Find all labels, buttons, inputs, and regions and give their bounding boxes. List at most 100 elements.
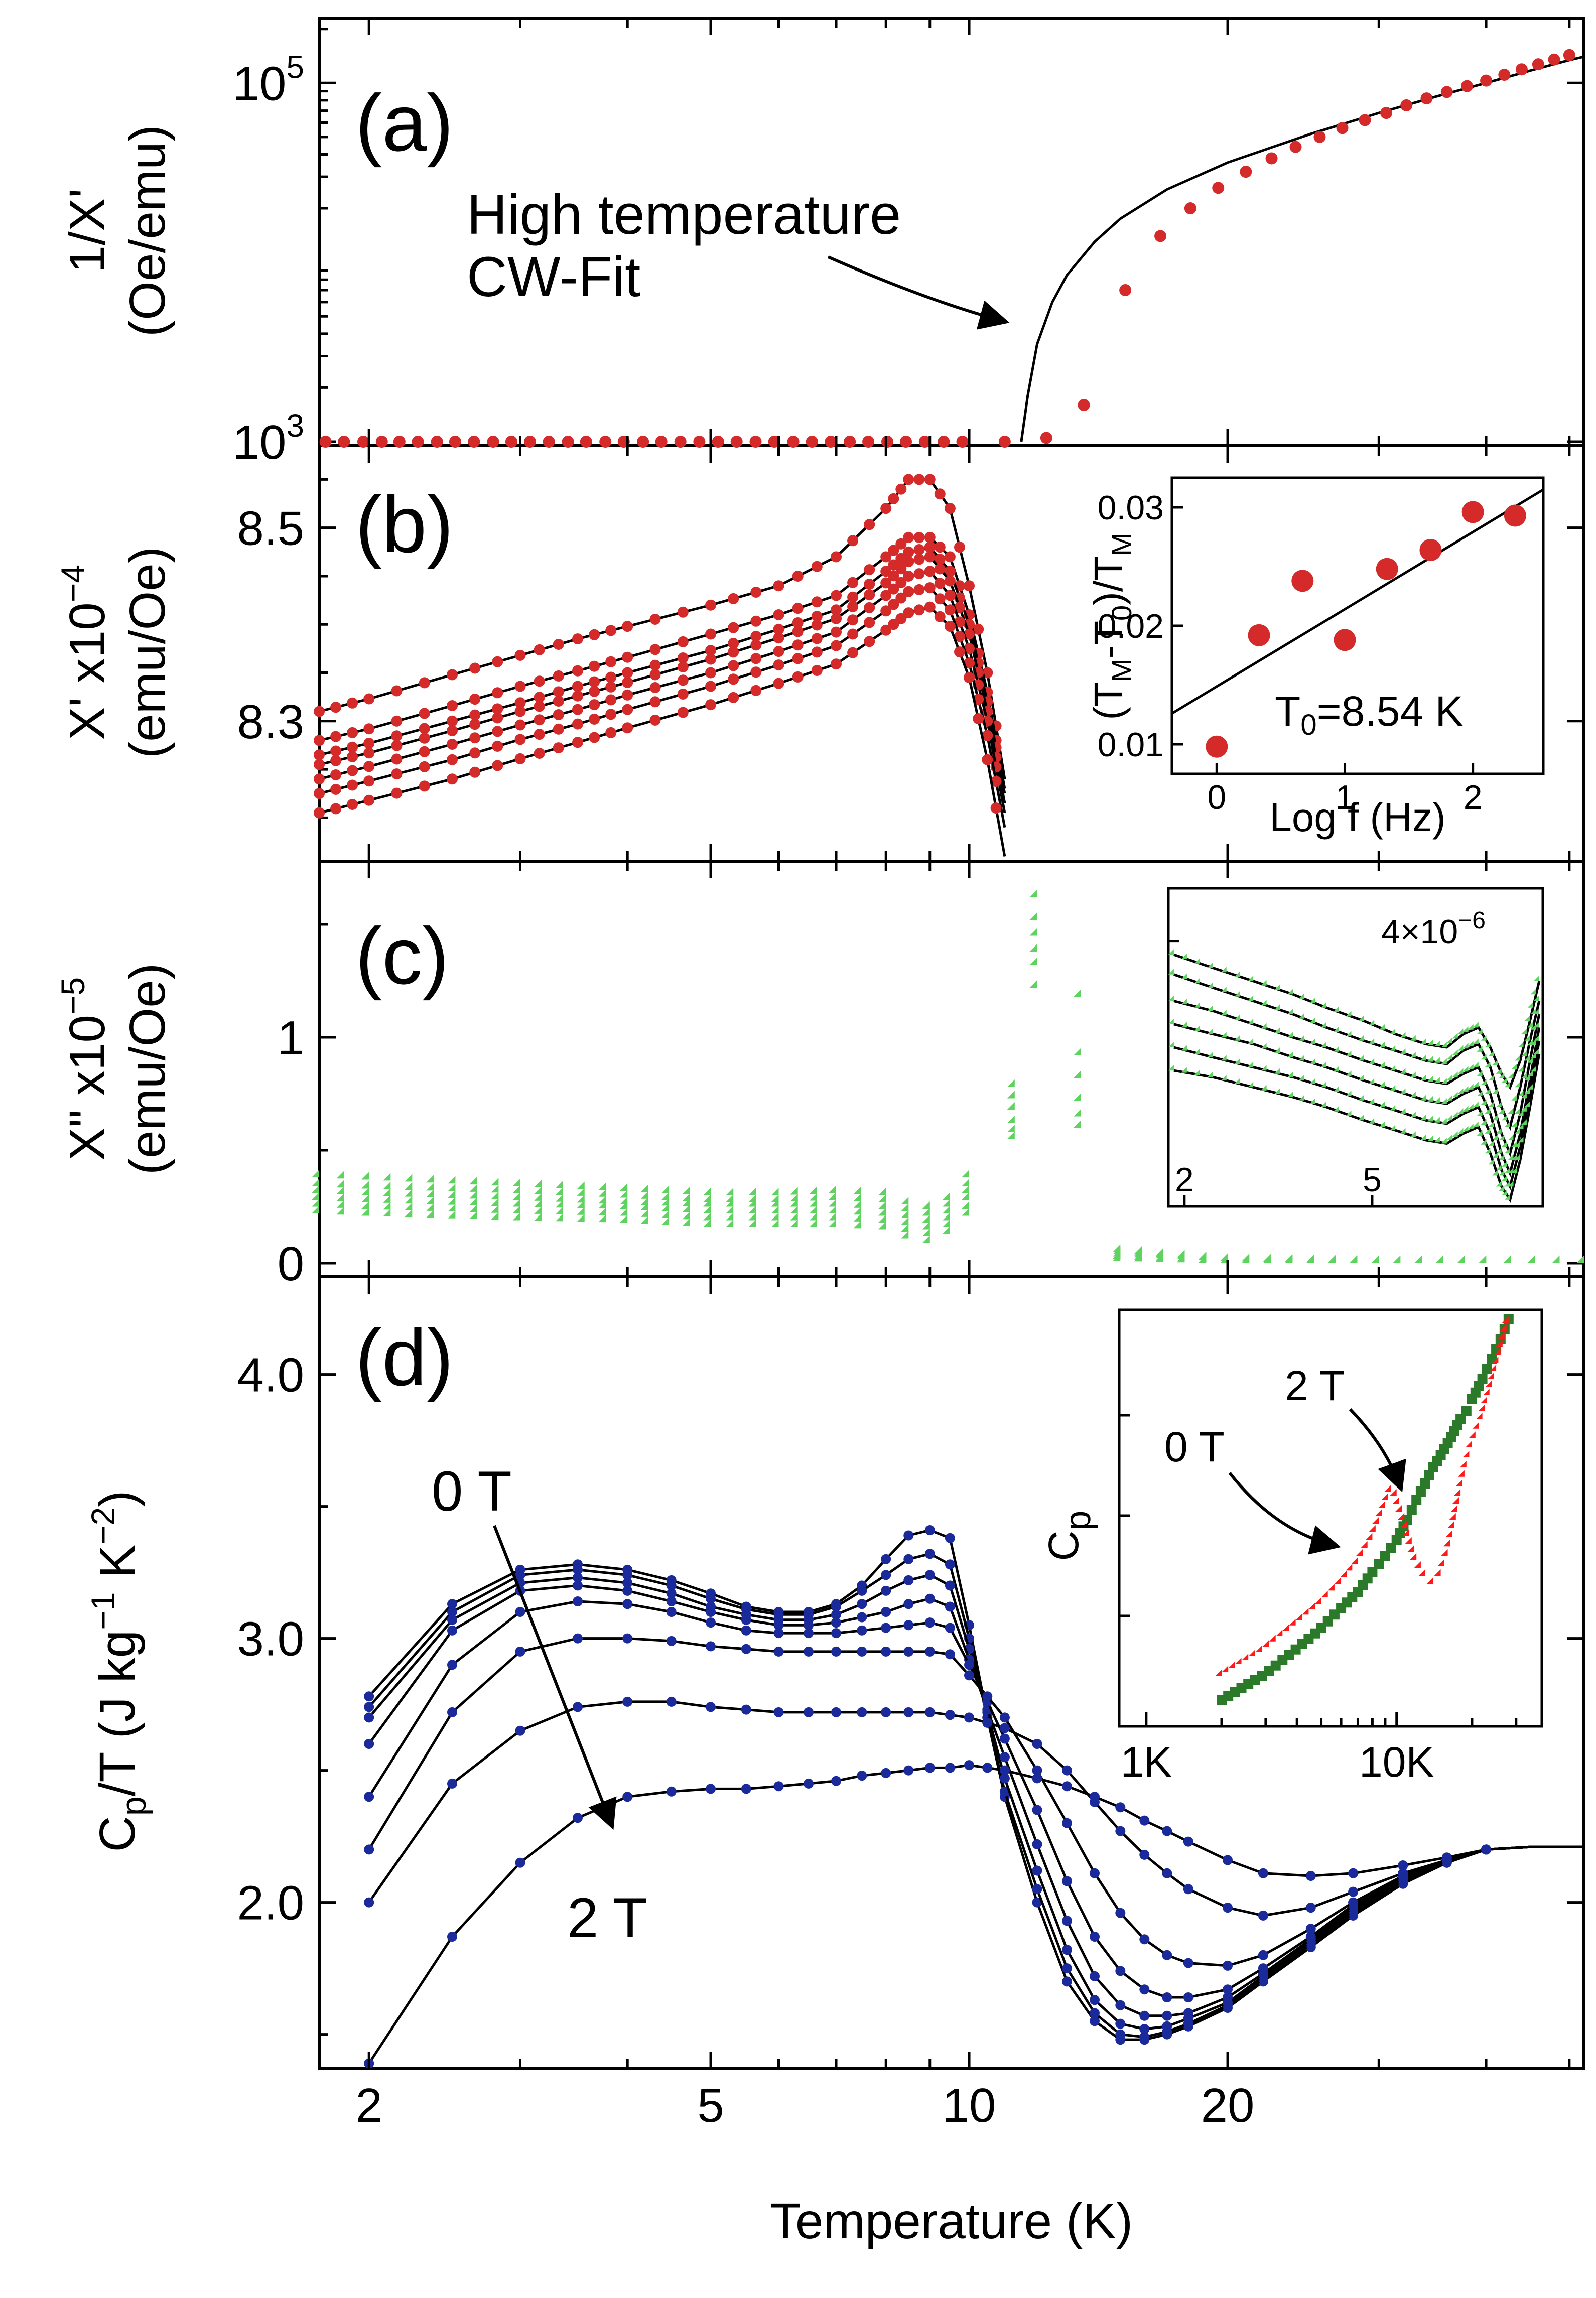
inset-d-point-0T — [1407, 1545, 1414, 1552]
inset-c-line-f5 — [1173, 1040, 1541, 1190]
chi-double-prime-point — [790, 1206, 798, 1214]
chi-double-prime-point — [1155, 1254, 1163, 1262]
chi-double-prime-point — [682, 1211, 690, 1220]
inset-c-point — [1481, 1079, 1487, 1085]
inset-c-point — [1207, 1028, 1213, 1034]
inset-d-point-0T — [1327, 1584, 1335, 1591]
chi-prime-point — [347, 741, 358, 753]
inset-c-point — [1527, 1002, 1533, 1008]
chi-prime-point — [964, 580, 975, 592]
inset-d-arrow-0T — [1228, 1472, 1341, 1555]
inset-c-ytick-label: 4×10−6 — [1381, 907, 1486, 951]
inset-c-point — [1194, 958, 1200, 964]
chi-double-prime-point — [661, 1198, 670, 1206]
chi-prime-point — [728, 622, 739, 633]
chi-prime-point — [534, 692, 545, 703]
chi-prime-point — [750, 653, 762, 664]
inset-c-point — [1234, 971, 1240, 977]
inset-c-point — [1511, 1064, 1517, 1070]
inset-c-point — [1379, 1024, 1385, 1030]
chi-double-prime-point — [878, 1188, 886, 1196]
chi-prime-point — [705, 699, 716, 711]
cp-point — [1032, 1739, 1042, 1749]
chi-prime-point — [831, 604, 842, 616]
chi-prime-point — [330, 783, 342, 795]
inset-d-label-2T: 2 T — [1285, 1362, 1345, 1409]
inset-d-point-0T — [1492, 1357, 1499, 1364]
cp-point — [831, 1609, 841, 1620]
inset-c-xtick-label: 2 — [1175, 1161, 1194, 1199]
cp-point — [447, 1625, 457, 1636]
inset-c-point — [1234, 991, 1240, 997]
chi-double-prime-point — [790, 1220, 798, 1228]
inset-b-ylabel-text: (TM-T0)/TM — [1086, 532, 1137, 720]
cp-point — [1305, 1903, 1316, 1913]
chi-prime-point — [750, 631, 762, 642]
inset-d-point-0T — [1308, 1602, 1315, 1609]
chi-double-prime-point — [405, 1196, 413, 1204]
cp-point — [964, 1712, 974, 1723]
inset-d-point-0T — [1478, 1405, 1485, 1412]
chi-prime-point — [811, 646, 823, 658]
chi-prime-point — [864, 636, 875, 647]
inset-c-point — [1379, 1082, 1385, 1088]
inset-c-point — [1488, 1121, 1494, 1127]
inset-c-point — [1488, 1101, 1494, 1107]
cp-point — [1183, 2008, 1193, 2018]
chi-double-prime-point — [962, 1192, 970, 1200]
cp-point — [1032, 1839, 1042, 1849]
cp-point — [1062, 1916, 1072, 1926]
inset-c-point — [1446, 1054, 1452, 1060]
inverse-chi-point — [749, 436, 762, 448]
inset-c-point — [1488, 1075, 1494, 1081]
chi-prime-point — [514, 706, 526, 717]
chi-prime-point — [831, 613, 842, 624]
chi-prime-point — [888, 570, 899, 582]
chi-prime-point — [553, 709, 564, 720]
cp-point — [364, 1844, 374, 1855]
chi-prime-point — [492, 726, 503, 737]
inset-d-point-2T — [1415, 1486, 1426, 1497]
inset-d-point-0T — [1400, 1521, 1407, 1528]
cp-point — [515, 1607, 525, 1617]
chi-double-prime-point — [962, 1201, 970, 1209]
chi-double-prime-point — [448, 1204, 456, 1212]
inset-d-point-0T — [1295, 1613, 1302, 1620]
chi-prime-point — [572, 718, 583, 730]
chi-prime-point — [492, 687, 503, 699]
chi-double-prime-point — [1220, 1256, 1228, 1264]
cp-point — [1090, 1792, 1100, 1802]
inset-d-xtick-label: 1K — [1120, 1738, 1172, 1786]
inset-c-point — [1333, 1006, 1339, 1012]
inset-c-point — [1502, 1141, 1508, 1147]
chi-double-prime-point — [726, 1206, 734, 1214]
inset-d-point-0T — [1447, 1521, 1454, 1528]
chi-prime-point — [391, 715, 403, 727]
inset-c-point — [1485, 1148, 1491, 1154]
chi-double-prime-point — [771, 1188, 779, 1196]
chi-prime-point — [447, 773, 458, 785]
inverse-chi-point — [412, 436, 424, 448]
inset-c-point — [1181, 1045, 1187, 1051]
inverse-chi-point — [938, 436, 950, 448]
chi-double-prime-point — [726, 1212, 734, 1221]
chi-prime-point — [903, 474, 914, 485]
cp-point — [1032, 1773, 1042, 1784]
inset-c-point — [1504, 1168, 1510, 1174]
inset-c-point — [1468, 1123, 1474, 1129]
cp-point — [666, 1636, 677, 1646]
chi-prime-point — [924, 601, 936, 613]
chi-prime-point — [888, 583, 899, 595]
inset-b-point — [1504, 504, 1526, 527]
inset-c-point — [1410, 1071, 1416, 1077]
chi-double-prime-point — [1177, 1255, 1185, 1263]
inset-c-point — [1181, 953, 1187, 959]
cp-point — [573, 1633, 583, 1644]
cp-point — [1115, 2000, 1126, 2010]
chi-double-prime-point — [1552, 1256, 1560, 1264]
chi-prime-point — [773, 609, 784, 620]
chi-prime-point — [589, 686, 600, 697]
chi-prime-point — [903, 546, 914, 558]
chi-double-prime-point — [771, 1199, 779, 1207]
inset-d-point-0T — [1346, 1564, 1353, 1571]
